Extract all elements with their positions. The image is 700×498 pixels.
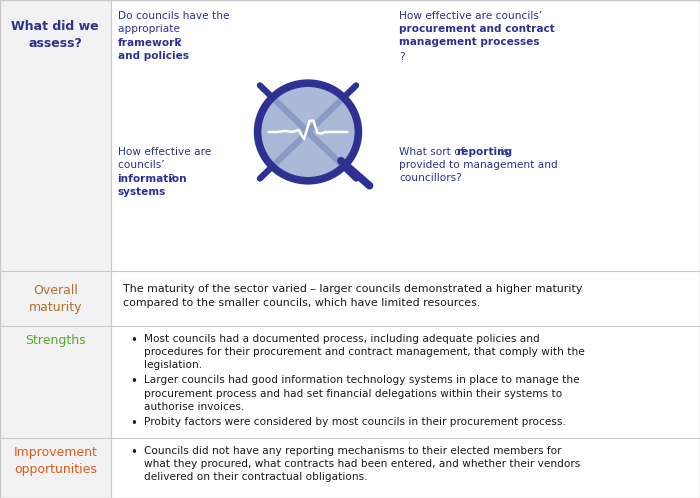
Bar: [0, 271, 111, 326]
Text: •: •: [130, 375, 137, 388]
Text: What did we
assess?: What did we assess?: [11, 20, 99, 50]
Text: Probity factors were considered by most councils in their procurement process.: Probity factors were considered by most …: [144, 417, 566, 427]
Ellipse shape: [258, 83, 358, 181]
Text: provided to management and
councillors?: provided to management and councillors?: [399, 160, 558, 183]
Text: •: •: [130, 446, 137, 459]
Text: How effective are councils’: How effective are councils’: [399, 11, 542, 34]
Text: procurement and contract
management processes: procurement and contract management proc…: [399, 24, 554, 47]
Text: framework
and policies: framework and policies: [118, 38, 188, 61]
Text: information
systems: information systems: [118, 174, 187, 197]
Text: Most councils had a documented process, including adequate policies and
procedur: Most councils had a documented process, …: [144, 334, 585, 370]
Text: What sort of: What sort of: [399, 147, 468, 157]
Text: •: •: [130, 417, 137, 430]
Bar: [0, 326, 111, 438]
Text: The maturity of the sector varied – larger councils demonstrated a higher maturi: The maturity of the sector varied – larg…: [123, 284, 582, 308]
Text: reporting: reporting: [456, 147, 512, 157]
Text: Overall
maturity: Overall maturity: [29, 284, 82, 314]
Text: •: •: [130, 334, 137, 347]
Text: Strengths: Strengths: [25, 334, 85, 347]
Text: Do councils have the
appropriate: Do councils have the appropriate: [118, 11, 229, 34]
Text: Councils did not have any reporting mechanisms to their elected members for
what: Councils did not have any reporting mech…: [144, 446, 580, 482]
Text: ?: ?: [399, 52, 405, 62]
Bar: [0, 0, 111, 271]
Text: is: is: [497, 147, 509, 157]
Text: Larger councils had good information technology systems in place to manage the
p: Larger councils had good information tec…: [144, 375, 580, 411]
Bar: [0, 438, 111, 498]
Text: How effective are
councils’: How effective are councils’: [118, 147, 211, 170]
Text: ?: ?: [169, 174, 174, 184]
Text: ?: ?: [176, 38, 181, 48]
Text: Improvement
opportunities: Improvement opportunities: [13, 446, 97, 476]
